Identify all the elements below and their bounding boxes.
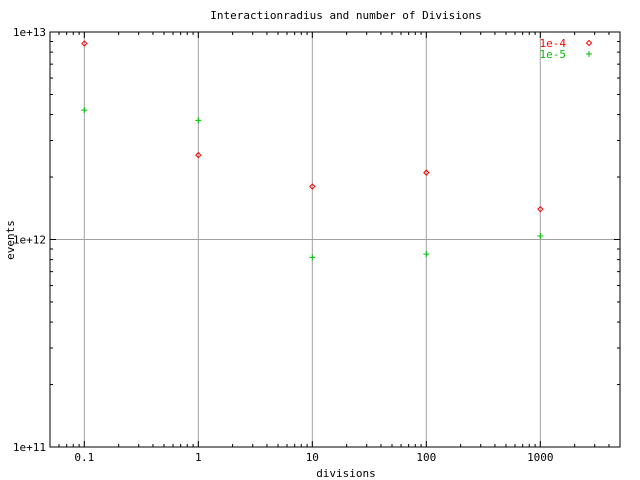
data-point-plus	[423, 251, 430, 258]
data-point-diamond	[423, 169, 430, 176]
x-tick-label: 100	[416, 451, 436, 464]
data-point-plus	[81, 107, 88, 114]
chart-title: Interactionradius and number of Division…	[210, 9, 482, 22]
y-tick-label: 1e+12	[13, 234, 46, 247]
data-point-diamond	[81, 40, 88, 47]
legend-label: 1e-4	[540, 37, 567, 50]
data-point-plus	[537, 232, 544, 239]
data-point-diamond	[309, 183, 316, 190]
data-points	[81, 40, 544, 261]
y-tick-label: 1e+11	[13, 441, 46, 454]
x-axis-label: divisions	[316, 467, 376, 480]
y-axis-label: events	[4, 220, 17, 260]
grid-lines	[50, 31, 620, 448]
x-tick-label: 1000	[527, 451, 554, 464]
legend-marker	[586, 51, 592, 57]
data-point-diamond	[537, 205, 544, 213]
data-point-plus	[195, 117, 202, 124]
y-tick-label: 1e+13	[13, 26, 46, 39]
data-point-plus	[309, 254, 316, 261]
x-tick-label: 0.1	[74, 451, 94, 464]
data-point-diamond	[195, 151, 202, 159]
legend: 1e-41e-5	[540, 37, 593, 61]
legend-label: 1e-5	[540, 48, 567, 61]
x-tick-label: 1	[195, 451, 202, 464]
axis-tick-labels: 0.1 1 10 100 1000 1e+11 1e+12 1e+13	[13, 26, 554, 464]
legend-marker	[585, 39, 593, 47]
axis-ticks	[49, 31, 621, 448]
x-tick-label: 10	[306, 451, 319, 464]
